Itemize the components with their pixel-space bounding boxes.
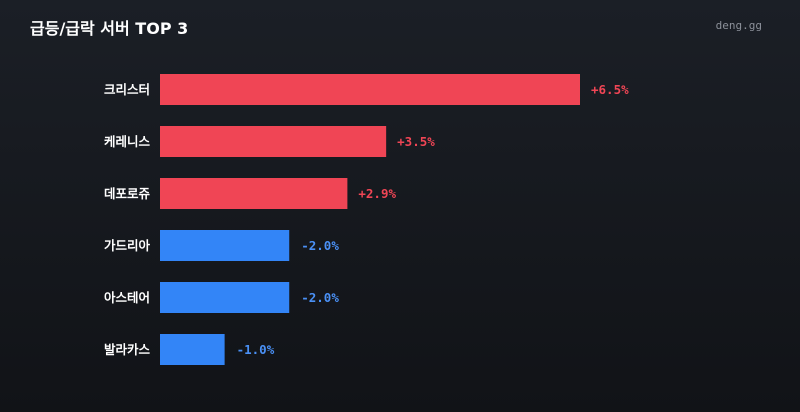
value-label: -1.0% bbox=[237, 342, 275, 357]
chart-title: 급등/급락 서버 TOP 3 bbox=[30, 19, 189, 38]
value-label: -2.0% bbox=[301, 238, 339, 253]
bar-rise bbox=[160, 126, 387, 157]
bar-fall bbox=[160, 230, 290, 261]
value-label: +2.9% bbox=[358, 186, 396, 201]
value-label: +3.5% bbox=[397, 134, 435, 149]
value-label: -2.0% bbox=[301, 290, 339, 305]
category-label: 발라카스 bbox=[104, 342, 151, 357]
bar-rise bbox=[160, 178, 348, 209]
category-label: 크리스터 bbox=[104, 82, 150, 97]
bar-fall bbox=[160, 334, 225, 365]
category-label: 가드리아 bbox=[104, 238, 151, 253]
category-label: 케레니스 bbox=[104, 134, 151, 149]
bar-rise bbox=[160, 74, 580, 105]
bar-fall bbox=[160, 282, 290, 313]
brand-watermark: deng.gg bbox=[715, 19, 762, 32]
category-label: 아스테어 bbox=[104, 290, 150, 305]
category-label: 데포로쥬 bbox=[104, 186, 151, 201]
value-label: +6.5% bbox=[591, 82, 629, 97]
